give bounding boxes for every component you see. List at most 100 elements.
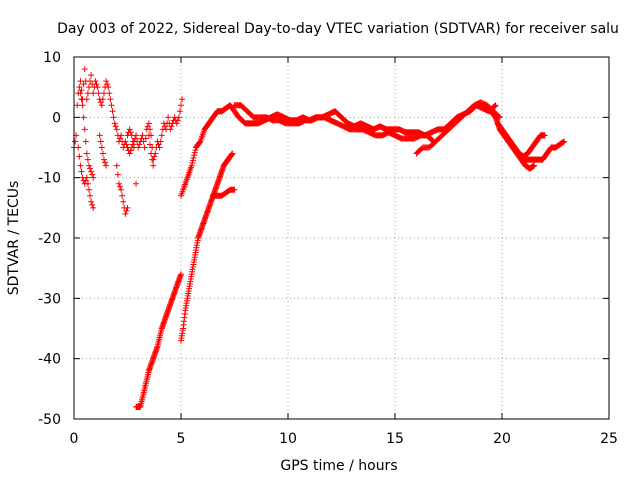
x-tick-label: 15	[386, 431, 404, 447]
data-point	[115, 180, 122, 187]
data-point	[77, 162, 84, 169]
data-point	[103, 78, 110, 85]
data-point	[113, 126, 120, 133]
data-point	[127, 129, 134, 136]
data-point	[158, 132, 165, 139]
data-point	[176, 108, 183, 115]
data-point	[124, 204, 131, 211]
data-point	[190, 154, 197, 161]
data-point	[88, 198, 95, 205]
data-point	[87, 165, 94, 172]
data-point	[189, 160, 196, 167]
data-point	[84, 156, 91, 163]
data-point	[155, 141, 162, 148]
data-point	[173, 120, 180, 127]
data-point	[80, 81, 87, 88]
data-point	[492, 102, 499, 109]
data-point	[119, 192, 126, 199]
data-point	[113, 162, 120, 169]
data-point	[120, 198, 127, 205]
data-point	[118, 132, 125, 139]
data-point	[178, 102, 184, 109]
data-point	[196, 139, 203, 146]
data-point	[92, 78, 99, 85]
data-point	[168, 123, 175, 130]
data-point	[82, 177, 89, 184]
data-point	[531, 162, 538, 169]
data-point	[157, 138, 164, 145]
data-point	[104, 81, 111, 88]
data-point	[99, 150, 106, 157]
x-tick-label: 20	[493, 431, 511, 447]
data-point	[127, 147, 134, 154]
x-tick-label: 0	[70, 431, 79, 447]
data-series-sdtvar	[71, 66, 568, 410]
data-point	[85, 84, 92, 91]
y-tick-label: -40	[38, 352, 61, 368]
data-point	[139, 132, 146, 139]
data-point	[82, 138, 89, 145]
data-point	[107, 96, 114, 103]
data-point	[81, 66, 88, 73]
data-point	[76, 153, 83, 160]
data-point	[110, 114, 117, 121]
data-point	[85, 186, 92, 193]
data-point	[141, 144, 148, 151]
y-tick-label: -50	[38, 412, 61, 428]
data-point	[175, 114, 182, 121]
data-point	[128, 132, 135, 139]
data-point	[83, 96, 90, 103]
data-point	[102, 159, 109, 166]
data-point	[123, 207, 130, 214]
data-point	[145, 132, 152, 139]
data-point	[114, 171, 121, 178]
data-point	[103, 162, 110, 169]
y-tick-label: -30	[38, 291, 61, 307]
data-point	[87, 78, 94, 85]
data-point	[231, 186, 238, 193]
data-point	[561, 138, 568, 145]
data-point	[174, 117, 181, 124]
data-point	[97, 99, 104, 106]
data-point	[111, 120, 118, 127]
data-point	[88, 72, 95, 79]
data-point	[126, 150, 133, 157]
data-point	[96, 132, 103, 139]
data-point	[78, 168, 85, 175]
data-point	[95, 90, 102, 97]
data-point	[97, 138, 104, 145]
data-point	[108, 102, 115, 109]
data-point	[118, 186, 125, 193]
data-point	[150, 162, 157, 169]
data-point	[146, 141, 153, 148]
data-point	[90, 90, 97, 97]
data-point	[165, 114, 172, 121]
data-point	[117, 135, 124, 142]
data-point	[81, 126, 88, 133]
x-tick-label: 10	[279, 431, 297, 447]
data-point	[123, 141, 130, 148]
data-point	[188, 162, 195, 169]
data-point	[161, 123, 168, 130]
data-point	[229, 150, 236, 157]
data-point	[142, 135, 149, 142]
data-point	[77, 90, 84, 97]
data-point	[100, 156, 107, 163]
data-point	[80, 114, 87, 121]
data-point	[79, 102, 86, 109]
data-point	[140, 138, 147, 145]
data-point	[491, 102, 498, 109]
data-point	[167, 126, 174, 133]
y-tick-label: -20	[38, 231, 61, 247]
data-point	[72, 138, 79, 145]
data-point	[84, 180, 91, 187]
data-point	[129, 138, 136, 145]
data-point	[77, 78, 84, 85]
data-point	[78, 96, 85, 103]
data-point	[109, 108, 116, 115]
data-point	[83, 174, 90, 181]
data-point	[192, 147, 199, 154]
x-tick-label: 5	[177, 431, 186, 447]
